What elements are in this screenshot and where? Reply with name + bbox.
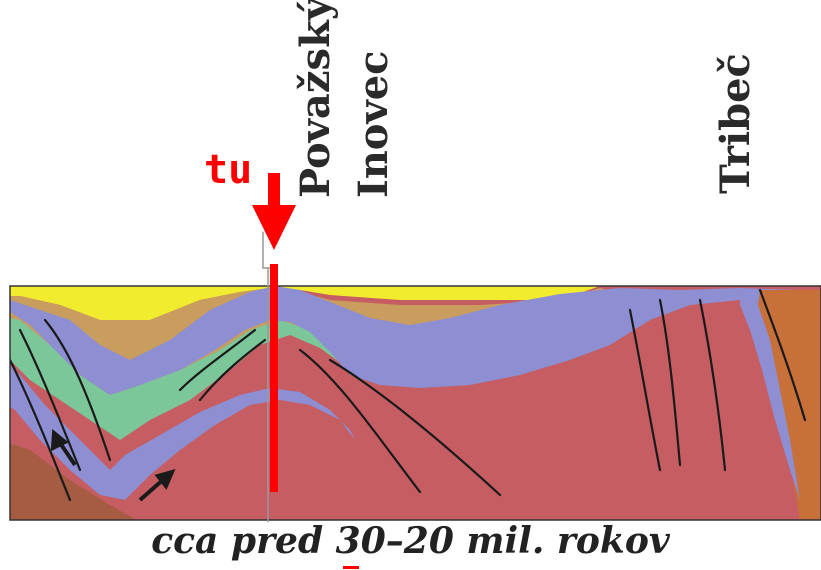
red-marker-arrow bbox=[252, 173, 296, 492]
label-tribec: Tribeč bbox=[712, 53, 759, 194]
label-inovec: Inovec bbox=[350, 50, 397, 198]
purple-upper-band bbox=[10, 286, 821, 395]
purple-right-band bbox=[740, 290, 800, 500]
section-frame bbox=[9, 285, 821, 521]
caption-underline-mark bbox=[343, 566, 359, 569]
marker-label: tu bbox=[204, 147, 253, 193]
caption: cca pred 30–20 mil. rokov bbox=[151, 520, 670, 562]
brown-left-corner bbox=[10, 443, 137, 520]
green-layer bbox=[10, 318, 540, 440]
fault-lines bbox=[10, 288, 807, 502]
label-povazsky: Považský bbox=[292, 0, 339, 198]
yellow-layer bbox=[10, 286, 600, 320]
orange-right-corner bbox=[758, 290, 821, 520]
strata-layers bbox=[10, 286, 821, 520]
motion-arrows bbox=[50, 428, 176, 502]
